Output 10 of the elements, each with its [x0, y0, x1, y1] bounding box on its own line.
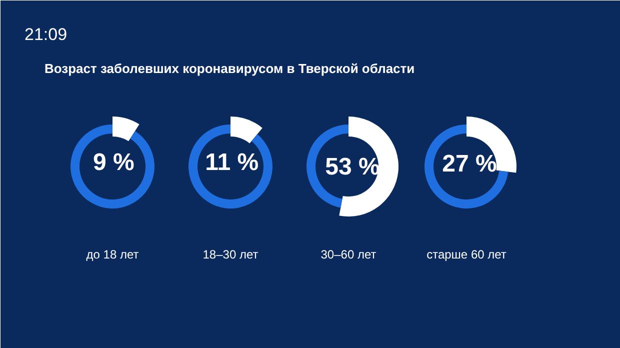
data-label: 9 % — [92, 149, 134, 176]
data-label: 27 % — [442, 150, 497, 178]
text: 30–60 лет — [320, 248, 377, 262]
text: 18–30 лет — [202, 248, 259, 262]
text: Возраст заболевших коронавирусом в Тверской области — [44, 61, 415, 76]
text: 21:09 — [24, 25, 68, 44]
text: старше 60 лет — [426, 248, 507, 262]
data-label: 53 % — [325, 153, 380, 180]
text: до 18 лет — [86, 248, 140, 262]
data-label: 11 % — [205, 149, 259, 176]
